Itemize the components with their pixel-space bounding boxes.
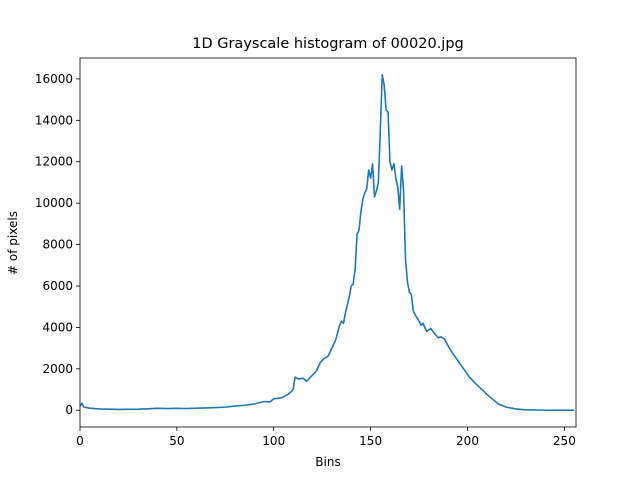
x-tick-label: 0: [76, 434, 84, 448]
y-tick-label: 6000: [42, 279, 73, 293]
plot-frame: [79, 57, 577, 428]
x-axis-label: Bins: [315, 455, 340, 469]
y-tick-label: 10000: [35, 196, 73, 210]
y-tick-label: 2000: [42, 362, 73, 376]
y-tick-label: 14000: [35, 113, 73, 127]
y-tick-label: 16000: [35, 72, 73, 86]
y-tick-label: 0: [65, 403, 73, 417]
y-axis-label: # of pixels: [6, 211, 20, 275]
x-tick-label: 100: [262, 434, 285, 448]
y-tick-label: 12000: [35, 155, 73, 169]
y-tick-label: 8000: [42, 238, 73, 252]
x-tick-label: 250: [553, 434, 576, 448]
x-tick-label: 150: [359, 434, 382, 448]
data-line: [79, 73, 575, 412]
y-tick-label: 4000: [42, 320, 73, 334]
x-tick-label: 200: [456, 434, 479, 448]
chart-title: 1D Grayscale histogram of 00020.jpg: [192, 36, 464, 52]
x-tick-label: 50: [169, 434, 184, 448]
